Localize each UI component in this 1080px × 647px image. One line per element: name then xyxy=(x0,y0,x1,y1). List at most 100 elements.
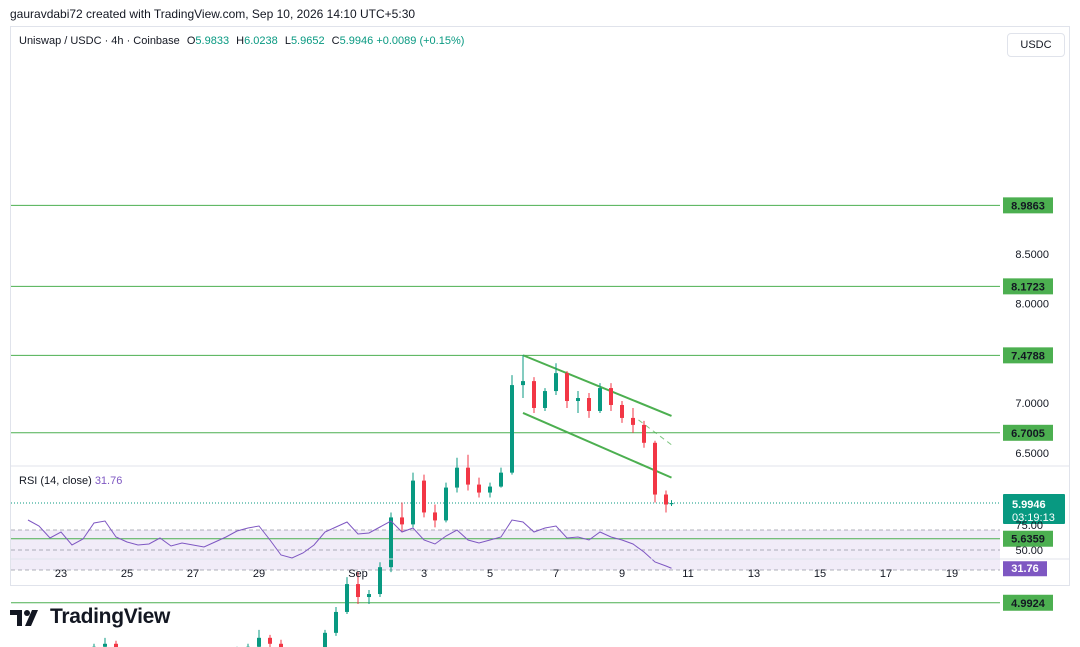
candle-body xyxy=(466,467,470,485)
symbol-legend: Uniswap / USDC · 4h · Coinbase O5.9833 H… xyxy=(19,35,464,47)
candle-body xyxy=(356,584,360,598)
tradingview-logo[interactable]: TradingView xyxy=(10,605,170,629)
x-tick-label: 19 xyxy=(946,568,958,580)
x-tick-label: Sep xyxy=(348,568,368,580)
channel-upper-line xyxy=(522,354,672,417)
level-tag xyxy=(1003,197,1053,214)
candle-body xyxy=(323,632,327,647)
x-tick-label: 23 xyxy=(55,568,67,580)
price-tick-label: 8.0000 xyxy=(1015,299,1049,311)
candle-body xyxy=(444,487,448,521)
rsi-value: 31.76 xyxy=(94,475,123,487)
candle-body xyxy=(664,494,668,505)
candle-body xyxy=(334,611,338,633)
rsi-tick-label: 50.00 xyxy=(1015,545,1043,557)
candle-body xyxy=(669,503,674,505)
symbol-name[interactable]: Uniswap / USDC · 4h · Coinbase xyxy=(19,35,180,47)
rsi-value-tag xyxy=(1003,561,1047,577)
candle-body xyxy=(532,381,536,408)
candle-body xyxy=(114,643,118,647)
price-tick-label: 6.5000 xyxy=(1015,448,1049,460)
candle-body xyxy=(279,643,283,647)
rsi-legend: RSI (14, close) 31.76 xyxy=(19,475,122,487)
chart-frame xyxy=(10,26,1070,586)
channel-lower-line xyxy=(522,412,672,479)
candle-body xyxy=(367,594,371,598)
candle-body xyxy=(488,486,492,493)
rsi-tick-label: 75.00 xyxy=(1015,520,1043,532)
change-value: +0.0089 (+0.15%) xyxy=(376,35,465,47)
candle-body xyxy=(400,517,404,525)
x-tick-label: 27 xyxy=(187,568,199,580)
x-tick-label: 25 xyxy=(121,568,133,580)
x-tick-label: 5 xyxy=(487,568,493,580)
level-tag xyxy=(1003,530,1053,547)
candle-body xyxy=(345,584,349,612)
channel-projection-line xyxy=(638,419,672,446)
level-tag-label: 8.1723 xyxy=(1011,281,1045,293)
open-value: 5.9833 xyxy=(195,35,230,47)
level-tag xyxy=(1003,347,1053,364)
candle-body xyxy=(598,388,602,411)
level-tag-label: 8.9863 xyxy=(1011,200,1045,212)
candle-body xyxy=(268,637,272,644)
level-tag-label: 6.7005 xyxy=(1011,428,1045,440)
currency-button[interactable]: USDC xyxy=(1007,33,1065,57)
high-value: 6.0238 xyxy=(244,35,278,47)
candle-body xyxy=(499,472,503,487)
candle-body xyxy=(587,398,591,411)
countdown-label: 03:19:13 xyxy=(1012,512,1055,524)
candle-body xyxy=(103,643,107,647)
candle-body xyxy=(433,512,437,521)
low-key: L xyxy=(284,35,291,47)
x-tick-label: 9 xyxy=(619,568,625,580)
x-tick-label: 11 xyxy=(682,568,693,580)
candle-body xyxy=(642,424,646,443)
candle-body xyxy=(477,484,481,493)
x-tick-label: 3 xyxy=(421,568,427,580)
candle-body xyxy=(620,404,624,418)
price-tick-label: 8.5000 xyxy=(1015,249,1049,261)
candle-body xyxy=(631,417,635,425)
candle-body xyxy=(543,391,547,408)
x-tick-label: 29 xyxy=(253,568,265,580)
open-key: O xyxy=(186,35,196,47)
rsi-value-tag-label: 31.76 xyxy=(1011,563,1039,575)
candle-body xyxy=(565,373,569,402)
last-price-tag xyxy=(1003,494,1065,525)
candle-body xyxy=(257,637,261,647)
x-tick-label: 7 xyxy=(553,568,559,580)
candle-body xyxy=(510,385,514,473)
last-price-label: 5.9946 xyxy=(1012,499,1046,511)
level-tag xyxy=(1003,594,1053,611)
x-tick-label: 13 xyxy=(748,568,760,580)
level-tag-label: 4.9924 xyxy=(1011,598,1046,610)
tradingview-logo-icon xyxy=(10,610,38,626)
chart-credit: gauravdabi72 created with TradingView.co… xyxy=(10,7,416,21)
price-tick-label: 7.0000 xyxy=(1015,398,1049,410)
x-tick-label: 17 xyxy=(880,568,892,580)
x-tick-label: 15 xyxy=(814,568,826,580)
level-tag xyxy=(1003,278,1053,295)
candle-body xyxy=(455,467,459,488)
candle-body xyxy=(521,381,525,386)
low-value: 5.9652 xyxy=(290,35,325,47)
close-value: 5.9946 xyxy=(339,35,374,47)
close-key: C xyxy=(331,35,340,47)
tradingview-wordmark: TradingView xyxy=(50,605,171,628)
candle-body xyxy=(554,373,558,392)
rsi-label[interactable]: RSI (14, close) xyxy=(19,475,92,487)
rsi-line xyxy=(27,519,672,569)
candle-body xyxy=(609,388,613,405)
level-tag-label: 5.6359 xyxy=(1011,534,1045,546)
candle-body xyxy=(389,517,393,568)
candle-body xyxy=(576,398,580,402)
level-tag xyxy=(1003,424,1053,441)
candle-body xyxy=(653,442,657,495)
level-tag-label: 7.4788 xyxy=(1011,350,1045,362)
high-key: H xyxy=(236,35,245,47)
candle-body xyxy=(411,480,415,525)
candle-body xyxy=(378,567,382,595)
candle-body xyxy=(422,480,426,513)
